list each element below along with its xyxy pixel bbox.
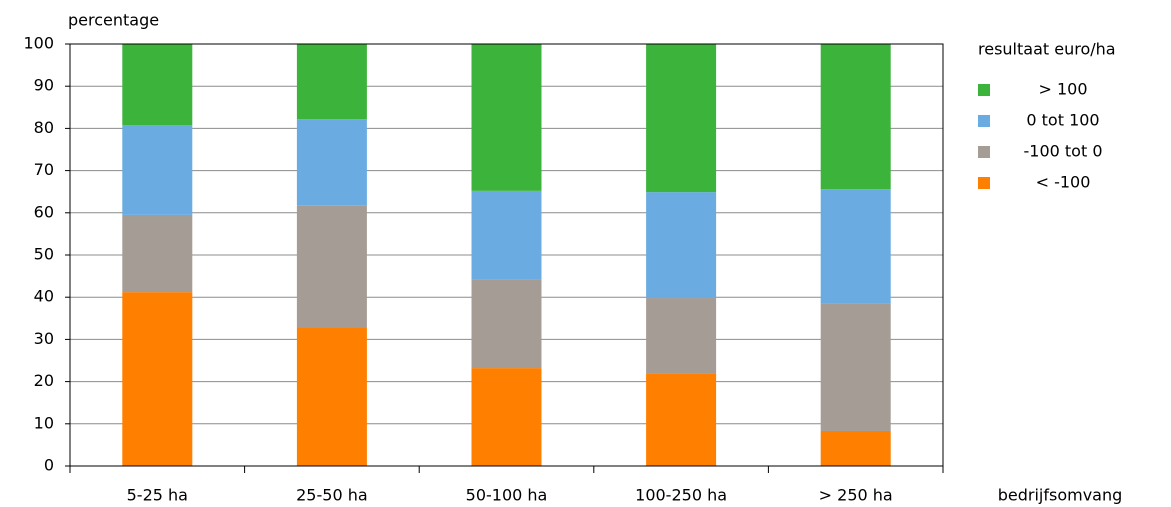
bar-segment — [646, 298, 717, 374]
x-tick-label: 5-25 ha — [127, 486, 188, 505]
x-tick-label: > 250 ha — [819, 486, 893, 505]
x-axis-label: bedrijfsomvang — [998, 486, 1123, 505]
legend-label: < -100 — [1036, 173, 1091, 192]
y-tick-label: 10 — [34, 413, 54, 432]
legend-label: 0 tot 100 — [1026, 111, 1099, 130]
bar-segment — [296, 44, 367, 120]
bar-segment — [820, 303, 891, 431]
bar-segment — [296, 119, 367, 206]
x-tick-label: 25-50 ha — [296, 486, 368, 505]
y-tick-label: 50 — [34, 245, 54, 264]
bar-segment — [820, 430, 891, 466]
y-tick-label: 80 — [34, 118, 54, 137]
bar-segment — [820, 44, 891, 190]
x-tick-label: 100-250 ha — [635, 486, 727, 505]
legend-swatch — [978, 146, 990, 158]
y-tick-label: 0 — [44, 456, 54, 475]
y-tick-label: 30 — [34, 329, 54, 348]
legend-label: -100 tot 0 — [1024, 142, 1103, 161]
plot-border — [69, 43, 944, 467]
legend-swatch — [978, 177, 990, 189]
y-tick-label: 70 — [34, 160, 54, 179]
bar-segment — [296, 328, 367, 466]
bar-segment — [122, 214, 193, 293]
bar-segment — [471, 190, 542, 280]
legend-title: resultaat euro/ha — [978, 40, 1116, 59]
y-tick-label: 100 — [23, 34, 54, 53]
legend-swatch — [978, 115, 990, 127]
y-axis-label: percentage — [68, 11, 159, 30]
y-tick-label: 40 — [34, 287, 54, 306]
bar-segment — [646, 192, 717, 299]
legend-label: > 100 — [1038, 80, 1087, 99]
y-tick-label: 90 — [34, 76, 54, 95]
bar-segment — [471, 44, 542, 191]
y-tick-label: 60 — [34, 202, 54, 221]
bar-segment — [471, 368, 542, 466]
bar-segment — [646, 44, 717, 193]
bar-segment — [122, 125, 193, 215]
bar-segment — [471, 279, 542, 369]
legend-swatch — [978, 84, 990, 96]
bar-segment — [122, 292, 193, 466]
x-tick-label: 50-100 ha — [466, 486, 548, 505]
bar-segment — [296, 205, 367, 329]
bar-segment — [646, 373, 717, 466]
bar-segment — [122, 44, 193, 126]
bar-segment — [820, 189, 891, 304]
y-tick-label: 20 — [34, 371, 54, 390]
